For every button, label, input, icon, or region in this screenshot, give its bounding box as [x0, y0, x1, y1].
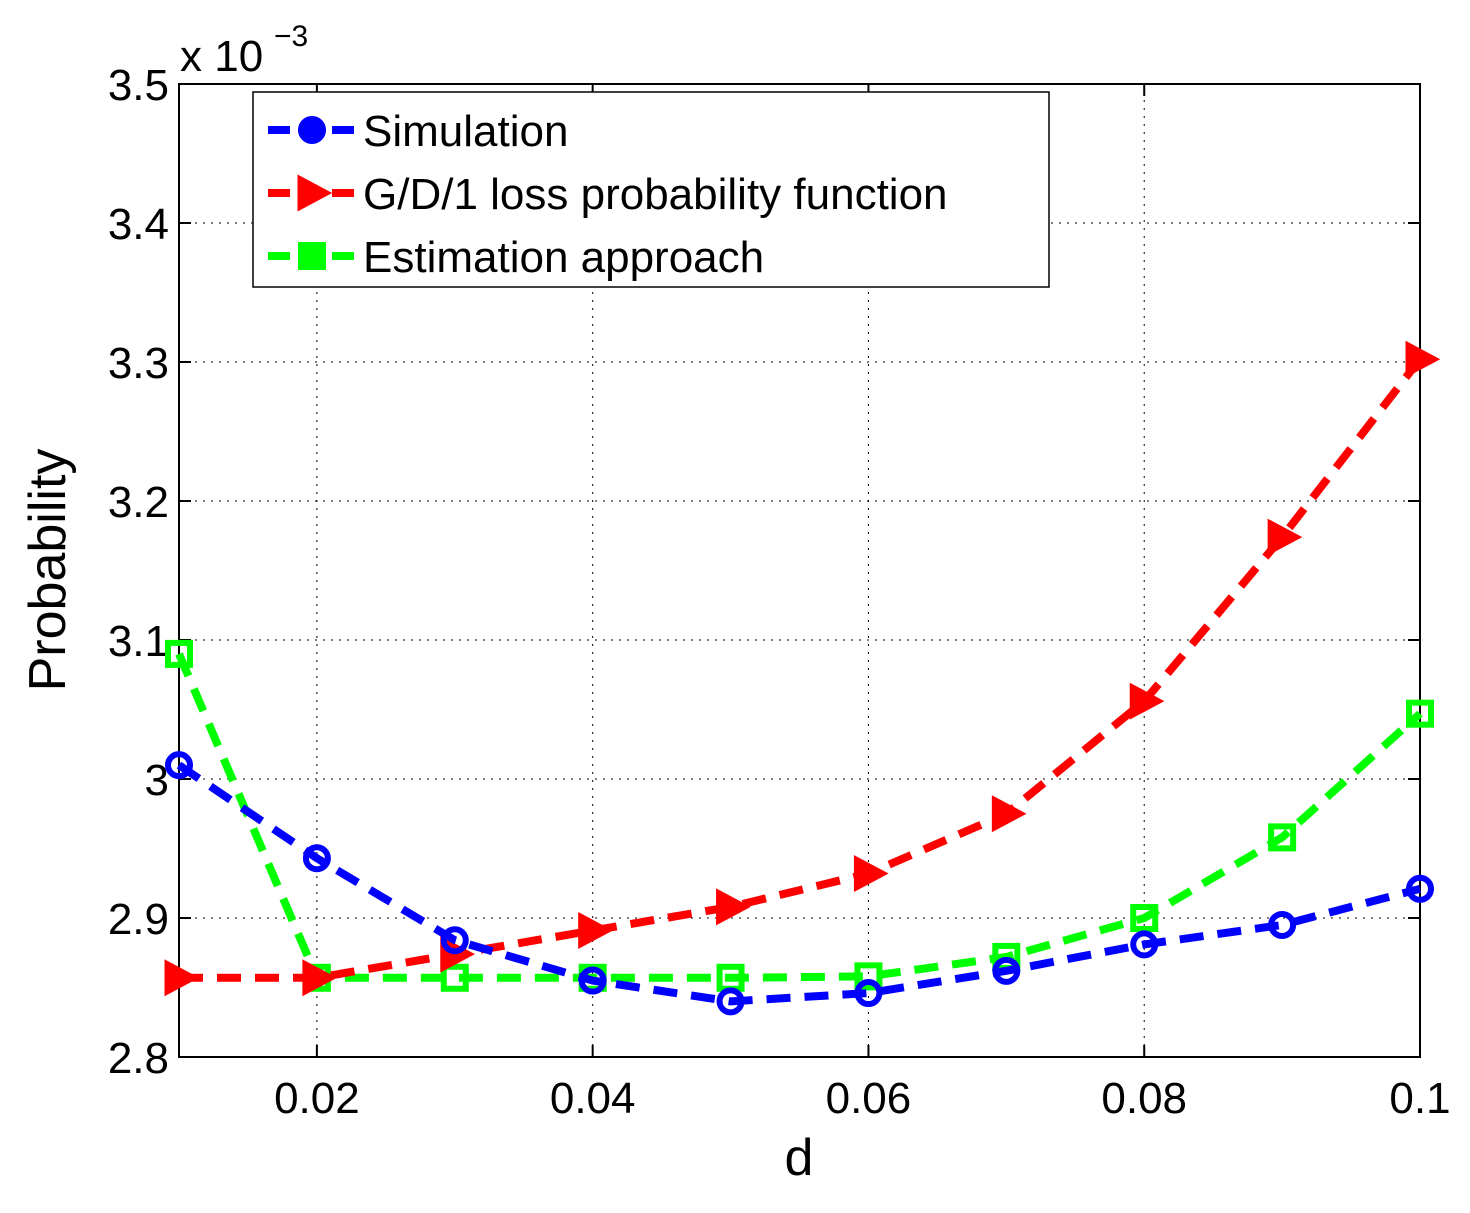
line-chart: 0.020.040.060.080.12.82.933.13.23.33.43.…: [0, 0, 1470, 1213]
y-tick-label: 3.5: [108, 61, 169, 110]
y-tick-label: 3.4: [108, 200, 169, 249]
legend-marker-0: [301, 119, 323, 141]
y-tick-label: 3.1: [108, 617, 169, 666]
x-tick-label: 0.02: [274, 1074, 360, 1123]
x-tick-label: 0.04: [550, 1074, 636, 1123]
legend-label-1: G/D/1 loss probability function: [363, 170, 948, 219]
x-axis-label: d: [785, 1129, 814, 1187]
y-tick-label: 2.9: [108, 895, 169, 944]
y-exponent-power: −3: [274, 20, 308, 53]
y-axis-label: Probability: [19, 449, 77, 692]
y-tick-label: 3.3: [108, 339, 169, 388]
legend-marker-2: [301, 245, 323, 267]
y-tick-label: 3.2: [108, 478, 169, 527]
x-tick-label: 0.1: [1389, 1074, 1450, 1123]
legend: Simulation G/D/1 loss probability functio…: [253, 92, 1049, 287]
legend-label-0: Simulation: [363, 107, 568, 156]
y-tick-label: 2.8: [108, 1034, 169, 1083]
legend-label-2: Estimation approach: [363, 233, 764, 282]
y-exponent-label: x 10: [180, 32, 263, 81]
x-tick-label: 0.08: [1101, 1074, 1187, 1123]
x-tick-label: 0.06: [826, 1074, 912, 1123]
data-point-series-1: [1407, 343, 1437, 375]
